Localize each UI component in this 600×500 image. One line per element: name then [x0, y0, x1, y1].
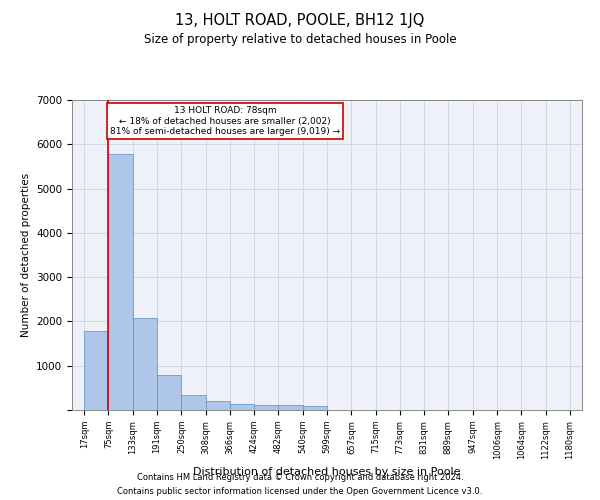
- Y-axis label: Number of detached properties: Number of detached properties: [20, 173, 31, 337]
- X-axis label: Distribution of detached houses by size in Poole: Distribution of detached houses by size …: [193, 467, 461, 477]
- Text: Contains HM Land Registry data © Crown copyright and database right 2024.: Contains HM Land Registry data © Crown c…: [137, 472, 463, 482]
- Bar: [254, 405, 278, 410]
- Bar: [230, 404, 254, 410]
- Bar: [109, 154, 133, 410]
- Bar: [302, 406, 327, 410]
- Text: Size of property relative to detached houses in Poole: Size of property relative to detached ho…: [143, 32, 457, 46]
- Text: Contains public sector information licensed under the Open Government Licence v3: Contains public sector information licen…: [118, 488, 482, 496]
- Bar: [181, 394, 206, 410]
- Bar: [133, 318, 157, 410]
- Text: 13, HOLT ROAD, POOLE, BH12 1JQ: 13, HOLT ROAD, POOLE, BH12 1JQ: [175, 12, 425, 28]
- Bar: [84, 331, 109, 410]
- Text: 13 HOLT ROAD: 78sqm
← 18% of detached houses are smaller (2,002)
81% of semi-det: 13 HOLT ROAD: 78sqm ← 18% of detached ho…: [110, 106, 340, 136]
- Bar: [206, 401, 230, 410]
- Bar: [278, 405, 302, 410]
- Bar: [157, 374, 181, 410]
